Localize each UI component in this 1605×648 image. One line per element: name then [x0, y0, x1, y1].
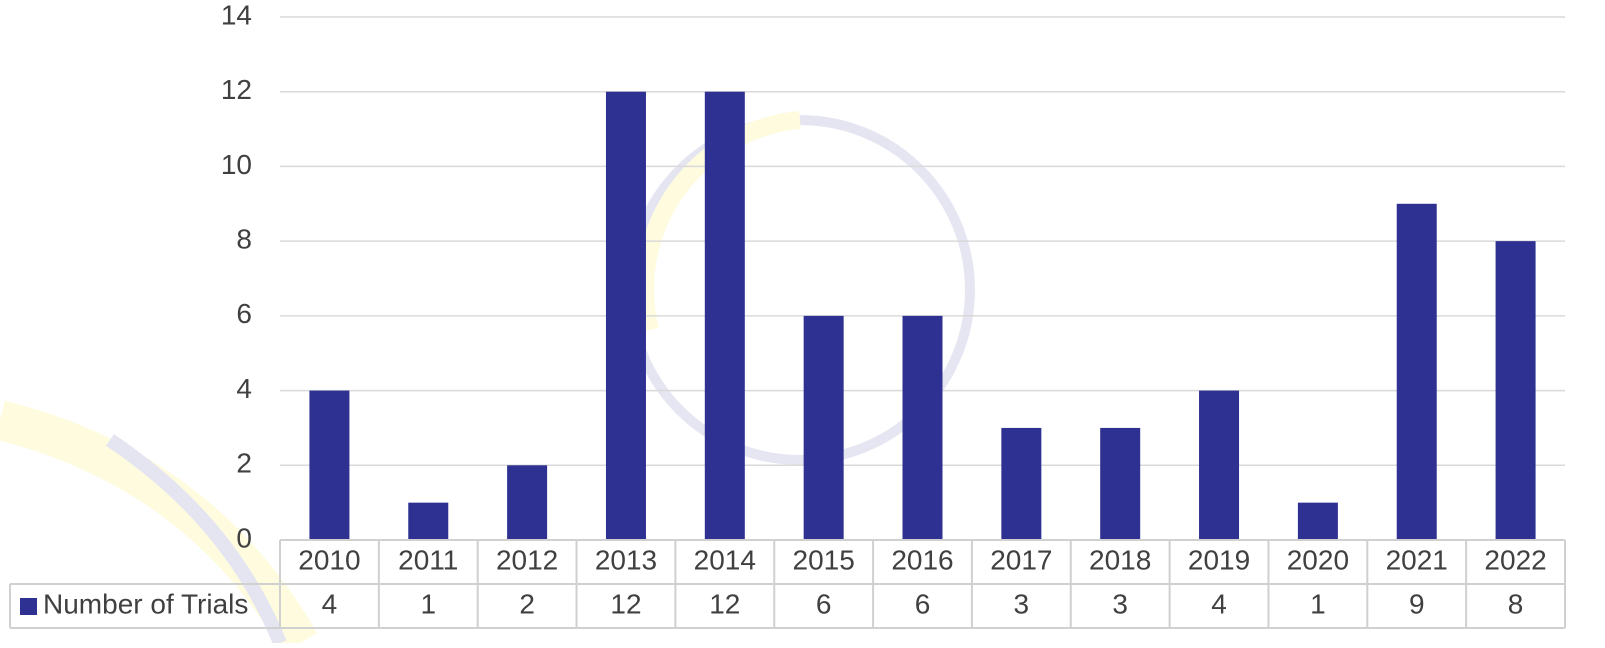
table-value: 12	[709, 588, 740, 619]
x-tick-label: 2015	[793, 544, 855, 575]
table-value: 3	[1014, 588, 1030, 619]
x-tick-label: 2020	[1287, 544, 1349, 575]
table-value: 12	[610, 588, 641, 619]
y-tick-label: 10	[221, 149, 252, 180]
bar	[704, 91, 745, 540]
y-tick-label: 2	[236, 448, 252, 479]
bar	[408, 502, 449, 540]
table-value: 1	[1310, 588, 1326, 619]
x-tick-label: 2022	[1484, 544, 1546, 575]
x-tick-label: 2017	[990, 544, 1052, 575]
y-tick-label: 4	[236, 373, 252, 404]
table-value: 4	[322, 588, 338, 619]
y-tick-label: 12	[221, 74, 252, 105]
bar	[1199, 390, 1240, 540]
x-tick-label: 2013	[595, 544, 657, 575]
bar	[1495, 241, 1536, 540]
x-tick-label: 2012	[496, 544, 558, 575]
x-tick-label: 2021	[1386, 544, 1448, 575]
y-tick-label: 0	[236, 522, 252, 553]
bar	[309, 390, 350, 540]
table-value: 2	[519, 588, 535, 619]
bar	[1297, 502, 1338, 540]
table-value: 4	[1211, 588, 1227, 619]
bar	[507, 465, 548, 540]
table-value: 8	[1508, 588, 1524, 619]
bar	[902, 315, 943, 540]
bar	[803, 315, 844, 540]
x-tick-label: 2011	[398, 544, 458, 575]
x-tick-label: 2010	[298, 544, 360, 575]
x-tick-label: 2019	[1188, 544, 1250, 575]
legend-swatch	[20, 598, 37, 615]
x-tick-label: 2014	[694, 544, 756, 575]
table-value: 1	[420, 588, 436, 619]
y-tick-label: 6	[236, 298, 252, 329]
x-tick-label: 2016	[891, 544, 953, 575]
y-tick-label: 8	[236, 224, 252, 255]
bar	[1001, 427, 1042, 540]
bar	[1100, 427, 1141, 540]
table-value: 9	[1409, 588, 1425, 619]
y-tick-label: 14	[221, 0, 252, 30]
table-value: 3	[1112, 588, 1128, 619]
bar	[1396, 203, 1437, 541]
table-value: 6	[915, 588, 931, 619]
table-value: 6	[816, 588, 832, 619]
x-tick-label: 2018	[1089, 544, 1151, 575]
legend-label: Number of Trials	[43, 588, 248, 619]
bar	[605, 91, 646, 540]
